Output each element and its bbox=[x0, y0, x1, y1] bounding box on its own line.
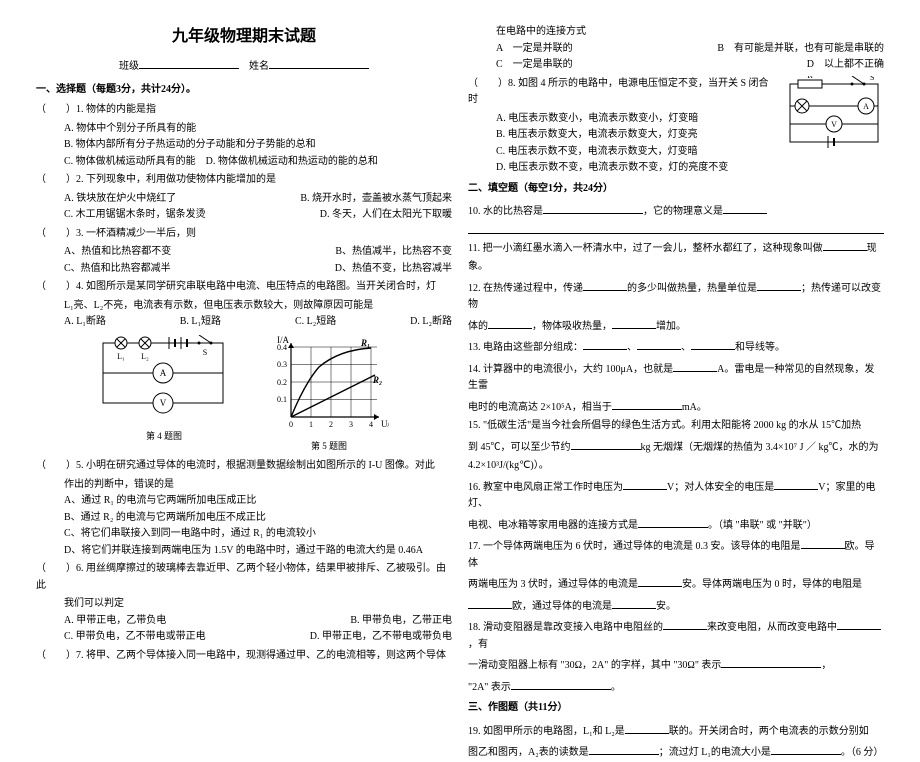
q19b: 图乙和图丙，A₂表的读数是；流过灯 L₁的电流大小是。（6 分） bbox=[468, 742, 884, 762]
section-3-heading: 三、作图题（共11分） bbox=[468, 700, 884, 717]
q18b: 一滑动变阻器上标有 "30Ω，2A" 的字样，其中 "30Ω" 表示， bbox=[468, 655, 884, 675]
q3-d: D、热值不变，比热容减半 bbox=[335, 261, 452, 278]
q7-stem: （ ）7. 将甲、乙两个导体接入同一电路中，现测得通过甲、乙的电流相等，则这两个… bbox=[36, 648, 452, 665]
section-2-heading: 二、填空题（每空1分，共24分） bbox=[468, 181, 884, 198]
q6-stem-b: 我们可以判定 bbox=[36, 596, 452, 613]
svg-text:L₂: L₂ bbox=[141, 352, 149, 361]
svg-text:1: 1 bbox=[309, 420, 313, 429]
svg-text:V: V bbox=[831, 120, 837, 129]
q17c: 欧，通过导体的电流是安。 bbox=[468, 596, 884, 616]
right-column: 在电路中的连接方式 A 一定是并联的 B 有可能是并联，也有可能是串联的 C 一… bbox=[460, 24, 892, 640]
q10: 10. 水的比热容是，它的物理意义是 bbox=[468, 201, 884, 221]
q3-a: A、热值和比热容都不变 bbox=[64, 244, 171, 261]
q15: 15. "低碳生活"是当今社会所倡导的绿色生活方式。利用太阳能将 2000 kg… bbox=[468, 418, 884, 435]
q5-a: A、通过 R₁ 的电流与它两端所加电压成正比 bbox=[36, 493, 452, 510]
q16b: 电视、电冰箱等家用电器的连接方式是。（填 "串联" 或 "并联"） bbox=[468, 515, 884, 535]
q6-stem-a: （ ）6. 用丝绸摩擦过的玻璃棒去靠近甲、乙两个轻小物体，结果甲被排斥、乙被吸引… bbox=[36, 561, 452, 594]
q6-d: D. 甲带正电，乙不带电或带负电 bbox=[310, 629, 452, 646]
q4-a: A. L₁断路 bbox=[64, 314, 106, 331]
q1-b: B. 物体内部所有分子热运动的分子动能和分子势能的总和 bbox=[36, 137, 452, 154]
header-line: 班级 姓名 bbox=[36, 56, 452, 76]
svg-text:4: 4 bbox=[369, 420, 373, 429]
q3-stem: （ ）3. 一杯酒精减少一半后，则 bbox=[36, 226, 452, 243]
svg-text:R₂: R₂ bbox=[372, 375, 382, 385]
svg-text:0.3: 0.3 bbox=[277, 360, 287, 369]
q4-c: C. L₂短路 bbox=[295, 314, 336, 331]
name-label: 姓名 bbox=[249, 61, 269, 72]
svg-text:R: R bbox=[807, 76, 813, 80]
q11c: 象。 bbox=[468, 259, 884, 276]
q7-d: D 以上都不正确 bbox=[807, 57, 884, 74]
q12: 12. 在热传递过程中，传递的多少叫做热量，热量单位是；热传递可以改变物 bbox=[468, 278, 884, 314]
q5-b: B、通过 R₂ 的电流与它两端所加电压不成正比 bbox=[36, 510, 452, 527]
q5-stem-a: （ ）5. 小明在研究通过导体的电流时，根据测量数据绘制出如图所示的 I-U 图… bbox=[36, 458, 452, 475]
fig4-caption: 第 4 题图 bbox=[99, 429, 229, 444]
fig5-caption: 第 5 题图 bbox=[269, 439, 389, 454]
q12b: 体的，物体吸收热量，增加。 bbox=[468, 316, 884, 336]
q3-b: B、热值减半，比热容不变 bbox=[335, 244, 452, 261]
figure-5: I/A 0.1 bbox=[269, 335, 389, 454]
q4-stem-b: L₁亮、L₂不亮，电流表有示数，但电压表示数较大，则故障原因可能是 bbox=[36, 298, 452, 315]
svg-text:S: S bbox=[870, 76, 874, 82]
q2-stem: （ ）2. 下列现象中，利用做功使物体内能增加的是 bbox=[36, 172, 452, 189]
svg-text:2: 2 bbox=[329, 420, 333, 429]
q7-c: C 一定是串联的 bbox=[496, 57, 573, 74]
q2-d: D. 冬天，人们在太阳光下取暖 bbox=[320, 207, 452, 224]
q5-c: C、将它们串联接入到同一电路中时，通过 R₁ 的电流较小 bbox=[36, 526, 452, 543]
svg-text:S: S bbox=[203, 348, 207, 357]
exam-title: 九年级物理期末试题 bbox=[36, 24, 452, 50]
left-column: 九年级物理期末试题 班级 姓名 一、选择题（每题3分，共计24分）。 （ ）1.… bbox=[28, 24, 460, 640]
svg-text:U/V: U/V bbox=[381, 419, 389, 429]
svg-text:R₁: R₁ bbox=[360, 338, 370, 348]
svg-text:0: 0 bbox=[289, 420, 293, 429]
q6-b: B. 甲带负电，乙带正电 bbox=[350, 613, 452, 630]
q4-b: B. L₁短路 bbox=[180, 314, 221, 331]
q17b: 两端电压为 3 伏时，通过导体的电流是安。导体两端电压为 0 时，导体的电阻是 bbox=[468, 574, 884, 594]
q3-c: C、热值和比热容都减半 bbox=[64, 261, 171, 278]
svg-text:0.1: 0.1 bbox=[277, 395, 287, 404]
q4-d: D. L₂断路 bbox=[410, 314, 452, 331]
q18c: "2A" 表示。 bbox=[468, 677, 884, 697]
figure-4: L₁ L₂ S A V 第 4 题图 bbox=[99, 335, 229, 454]
figures-row: L₁ L₂ S A V 第 4 题图 bbox=[36, 335, 452, 454]
q7-cont: 在电路中的连接方式 bbox=[468, 24, 884, 41]
svg-text:A: A bbox=[160, 368, 167, 378]
q11: 11. 把一小滴红墨水滴入一杯清水中，过了一会儿，整杯水都红了，这种现象叫做现 bbox=[468, 238, 884, 258]
svg-text:3: 3 bbox=[349, 420, 353, 429]
q14: 14. 计算器中的电流很小，大约 100μA，也就是A。雷电是一种常见的自然现象… bbox=[468, 359, 884, 395]
q5-d: D、将它们并联连接到两端电压为 1.5V 的电路中时，通过干路的电流大约是 0.… bbox=[36, 543, 452, 560]
q7-b: B 有可能是并联，也有可能是串联的 bbox=[717, 41, 884, 58]
svg-text:V: V bbox=[160, 398, 167, 408]
q19: 19. 如图甲所示的电路图，L₁和 L₂是联的。开关闭合时，两个电流表的示数分别… bbox=[468, 721, 884, 741]
q15b: 到 45℃，可以至少节约kg 无烟煤（无烟煤的热值为 3.4×10⁷ J ／ k… bbox=[468, 437, 884, 457]
figure-8: R S A V bbox=[784, 76, 884, 157]
svg-text:0.2: 0.2 bbox=[277, 378, 287, 387]
q18: 18. 滑动变阻器是靠改变接入电路中电阻丝的来改变电阻，从而改变电路中，有 bbox=[468, 617, 884, 653]
svg-text:0.4: 0.4 bbox=[277, 343, 287, 352]
q16: 16. 教室中电风扇正常工作时电压为V；对人体安全的电压是V；家里的电灯、 bbox=[468, 477, 884, 513]
q1-c: C. 物体做机械运动所具有的能 D. 物体做机械运动和热运动的能的总和 bbox=[36, 154, 452, 171]
q1-stem: （ ）1. 物体的内能是指 bbox=[36, 102, 452, 119]
svg-text:A: A bbox=[863, 102, 869, 111]
q13: 13. 电路由这些部分组成：、、和导线等。 bbox=[468, 337, 884, 357]
q1-a: A. 物体中个别分子所具有的能 bbox=[36, 121, 452, 138]
q2-b: B. 烧开水时，壶盖被水蒸气顶起来 bbox=[300, 191, 452, 208]
section-1-heading: 一、选择题（每题3分，共计24分）。 bbox=[36, 82, 452, 99]
q7-a: A 一定是并联的 bbox=[496, 41, 573, 58]
svg-text:L₁: L₁ bbox=[117, 352, 125, 361]
q4-stem-a: （ ）4. 如图所示是某同学研究串联电路中电流、电压特点的电路图。当开关闭合时，… bbox=[36, 279, 452, 296]
q6-c: C. 甲带负电，乙不带电或带正电 bbox=[64, 629, 206, 646]
class-label: 班级 bbox=[119, 61, 139, 72]
q2-a: A. 铁块放在炉火中烧红了 bbox=[64, 191, 176, 208]
q8-d: D. 电压表示数不变，电流表示数不变，灯的亮度不变 bbox=[468, 160, 884, 177]
q17: 17. 一个导体两端电压为 6 伏时，通过导体的电流是 0.3 安。该导体的电阻… bbox=[468, 536, 884, 572]
q15c: 4.2×10³J/(kg℃)）。 bbox=[468, 458, 884, 475]
q6-a: A. 甲带正电，乙带负电 bbox=[64, 613, 166, 630]
q14b: 电时的电流高达 2×10⁵A，相当于mA。 bbox=[468, 397, 884, 417]
q2-c: C. 木工用锯锯木条时，锯条发烫 bbox=[64, 207, 206, 224]
q5-stem-b: 作出的判断中，错误的是 bbox=[36, 477, 452, 494]
